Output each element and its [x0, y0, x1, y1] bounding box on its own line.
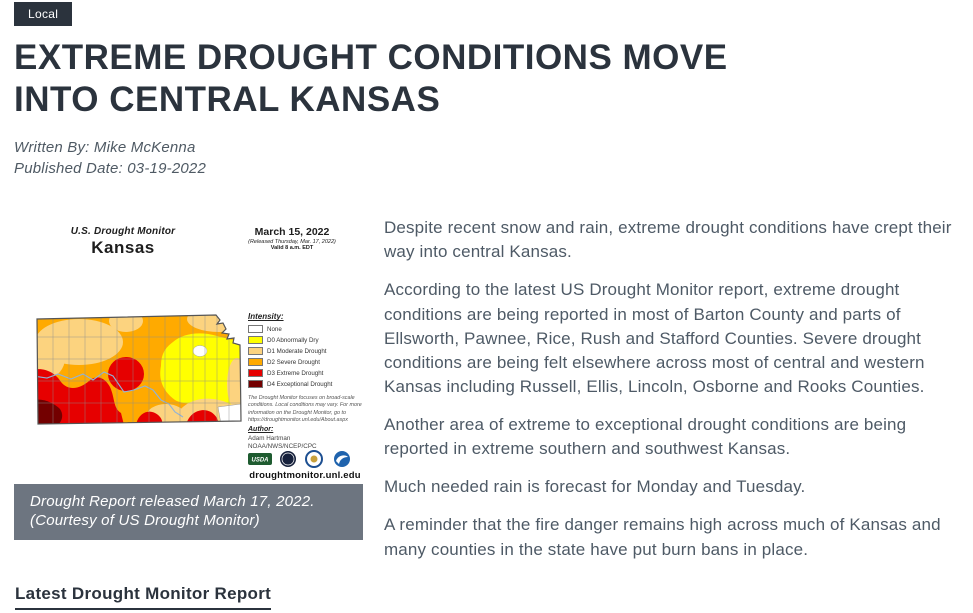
ndmc-logo — [280, 451, 296, 468]
author-name: Adam Hartman — [248, 435, 291, 443]
drought-map-disclaimer: The Drought Monitor focuses on broad-sca… — [248, 395, 362, 424]
article-paragraph: Despite recent snow and rain, extreme dr… — [384, 218, 952, 262]
byline-author: Written By: Mike McKenna — [14, 138, 196, 156]
page-title: EXTREME DROUGHT CONDITIONS MOVE INTO CEN… — [14, 38, 728, 120]
article-paragraph: Much needed rain is forecast for Monday … — [384, 477, 806, 497]
legend-item: D1 Moderate Drought — [248, 347, 360, 356]
kansas-drought-map — [36, 314, 242, 425]
legend-item: D0 Abnormally Dry — [248, 336, 360, 345]
image-caption: Drought Report released March 17, 2022. … — [14, 484, 363, 540]
usda-logo: USDA — [248, 453, 272, 466]
latest-drought-report-link[interactable]: Latest Drought Monitor Report — [15, 584, 272, 610]
author-label: Author: — [248, 426, 274, 434]
legend-title: Intensity: — [248, 312, 284, 322]
byline-date: Published Date: 03-19-2022 — [14, 160, 206, 178]
article-paragraph: Another area of extreme to exceptional d… — [384, 415, 907, 459]
caption-line-2: (Courtesy of US Drought Monitor) — [30, 511, 260, 529]
legend-swatch-d4 — [248, 380, 263, 389]
legend-item: D2 Severe Drought — [248, 358, 360, 367]
caption-line-1: Drought Report released March 17, 2022. — [30, 493, 315, 511]
drought-monitor-image: U.S. Drought Monitor Kansas March 15, 20… — [14, 206, 363, 485]
drought-map-legend: Intensity: None D0 Abnormally Dry D1 Mod… — [248, 312, 360, 391]
drought-map-dateblock: March 15, 2022 (Released Thursday, Mar. … — [231, 226, 353, 258]
drought-map-valid: Valid 8 a.m. EDT — [270, 245, 314, 252]
article-paragraph: According to the latest US Drought Monit… — [384, 280, 925, 396]
svg-text:USDA: USDA — [251, 458, 268, 464]
drought-map-author: Author: Adam Hartman NOAA/NWS/NCEP/CPC — [248, 426, 317, 451]
legend-item: None — [248, 325, 360, 334]
agency-logos: USDA — [248, 450, 350, 469]
noaa-logo — [334, 451, 350, 468]
drought-monitor-url: droughtmonitor.unl.edu — [249, 470, 361, 482]
author-org: NOAA/NWS/NCEP/CPC — [248, 443, 317, 451]
cpc-logo — [305, 450, 323, 469]
article-content: U.S. Drought Monitor Kansas March 15, 20… — [14, 206, 959, 610]
drought-map-titleblock: U.S. Drought Monitor Kansas — [38, 226, 208, 258]
drought-map-date: March 15, 2022 — [254, 226, 330, 239]
legend-swatch-d1 — [248, 347, 263, 356]
article-media-column: U.S. Drought Monitor Kansas March 15, 20… — [14, 206, 363, 610]
article-paragraph: A reminder that the fire danger remains … — [384, 515, 941, 559]
drought-map-released: (Released Thursday, Mar. 17, 2022) — [248, 239, 336, 246]
category-tag[interactable]: Local — [14, 2, 73, 26]
legend-item: D3 Extreme Drought — [248, 369, 360, 378]
drought-map-region: Kansas — [91, 238, 155, 258]
legend-swatch-d0 — [248, 336, 263, 345]
legend-swatch-d3 — [248, 369, 263, 378]
legend-swatch-d2 — [248, 358, 263, 367]
legend-swatch-none — [248, 325, 263, 334]
article-body: Despite recent snow and rain, extreme dr… — [384, 206, 959, 610]
legend-item: D4 Exceptional Drought — [248, 380, 360, 389]
drought-map-header: U.S. Drought Monitor Kansas March 15, 20… — [14, 206, 363, 258]
drought-map-title: U.S. Drought Monitor — [70, 226, 176, 238]
